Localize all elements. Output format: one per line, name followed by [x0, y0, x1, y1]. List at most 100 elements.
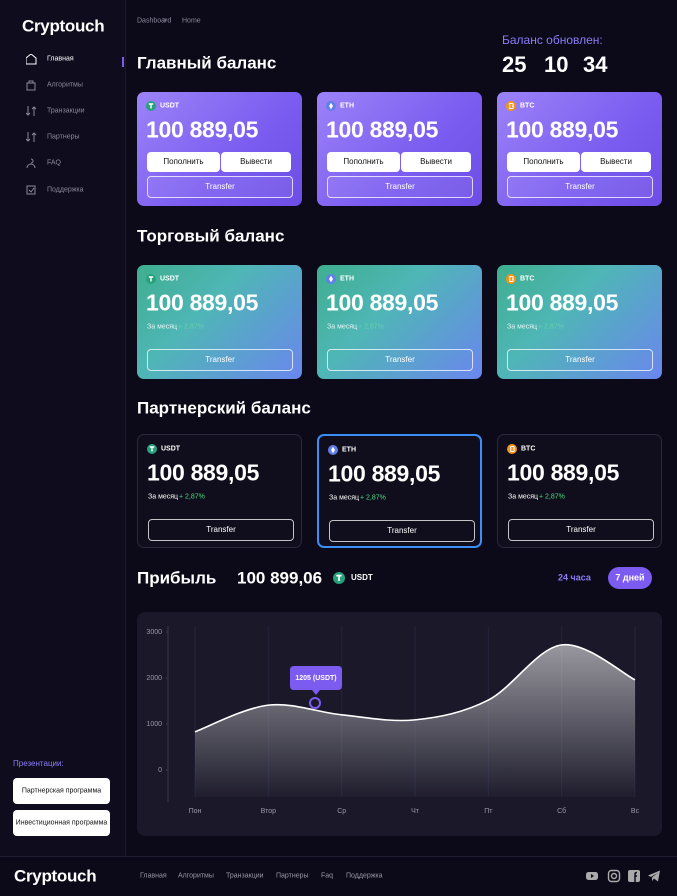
timer: 34	[583, 52, 608, 77]
timer: 10	[544, 52, 569, 77]
amount: 100 889,05	[507, 459, 620, 486]
nav-item[interactable]: Транзакции	[47, 107, 85, 115]
footer-link[interactable]: Главная	[140, 872, 167, 880]
x-tick-label: Сб	[557, 807, 566, 815]
deposit-label: Пополнить	[523, 157, 564, 166]
amount: 100 889,05	[146, 289, 259, 316]
footer-link[interactable]: Faq	[321, 872, 334, 880]
amount: 100 889,05	[328, 460, 441, 487]
range-option[interactable]: 24 часа	[558, 572, 591, 583]
transfer-button[interactable]: Transfer	[147, 349, 293, 371]
transfer-button[interactable]: Transfer	[147, 176, 293, 198]
withdraw-label: Вывести	[600, 157, 632, 166]
area-fill	[195, 644, 635, 797]
period: За месяц	[147, 323, 178, 331]
nav-item[interactable]: Поддержка	[47, 186, 84, 194]
footer-link[interactable]: Транзакции	[226, 872, 264, 880]
transfer-label: Transfer	[205, 182, 235, 191]
transfer-button[interactable]: Transfer	[507, 176, 653, 198]
nav-item[interactable]: Партнеры	[47, 133, 80, 141]
presentation-button-label: Партнерская программа	[21, 787, 102, 795]
withdraw-button[interactable]: Вывести	[221, 152, 291, 172]
transfer-label: Transfer	[387, 526, 417, 535]
x-tick-label: Ср	[337, 808, 346, 815]
social-icon[interactable]	[627, 869, 641, 883]
footer-link[interactable]: Партнеры	[276, 872, 309, 880]
breadcrumb: >	[163, 17, 168, 25]
updated-label: Баланс обновлен:	[502, 33, 603, 47]
currency: ETH	[342, 446, 356, 454]
deposit-button[interactable]: Пополнить	[507, 152, 580, 172]
range-option-active[interactable]: 7 дней	[608, 567, 652, 589]
footer-link[interactable]: Поддержка	[346, 872, 383, 880]
transfer-button[interactable]: Transfer	[148, 519, 294, 541]
deposit-button[interactable]: Пополнить	[147, 152, 220, 172]
deposit-button[interactable]: Пополнить	[327, 152, 400, 172]
transfer-label: Transfer	[565, 182, 595, 191]
withdraw-label: Вывести	[240, 157, 272, 166]
social-icon[interactable]	[585, 869, 599, 883]
change: + 2,87%	[179, 493, 205, 501]
section-title: Главный баланс	[137, 53, 277, 73]
currency: BTC	[520, 102, 535, 110]
transfer-label: Transfer	[205, 355, 235, 364]
y-tick-label: 2000	[146, 675, 162, 682]
transfer-button[interactable]: Transfer	[507, 349, 653, 371]
coin-icon	[506, 274, 516, 284]
amount: 100 889,05	[326, 289, 439, 316]
coin-icon	[333, 572, 345, 584]
presentation-button[interactable]: Партнерская программа	[13, 778, 110, 804]
withdraw-button[interactable]: Вывести	[401, 152, 471, 172]
amount: 100 889,05	[506, 289, 619, 316]
social-icon[interactable]	[647, 869, 661, 883]
range-label: 7 дней	[615, 572, 645, 583]
withdraw-button[interactable]: Вывести	[581, 152, 651, 172]
nav-icon	[26, 54, 37, 65]
profit-title: Прибыль	[137, 568, 217, 588]
period: За месяц	[329, 494, 360, 502]
coin-icon	[146, 274, 156, 284]
change: + 2,87%	[360, 494, 386, 502]
transfer-button[interactable]: Transfer	[327, 176, 473, 198]
balance-card: BTC 100 889,05 Пополнить Вывести Transfer	[497, 92, 662, 206]
balance-card: ETH 100 889,05 За месяц + 2,87% Transfer	[317, 265, 482, 379]
amount: 100 889,05	[146, 116, 259, 143]
x-tick-label: Пт	[484, 808, 493, 815]
profit-currency: USDT	[351, 573, 373, 582]
section-title: Партнерский баланс	[137, 398, 311, 418]
amount: 100 889,05	[506, 116, 619, 143]
social-icon[interactable]	[607, 869, 621, 883]
y-tick-label: 1000	[146, 721, 162, 728]
section-title: Торговый баланс	[137, 226, 285, 246]
presentations-title: Презентации:	[13, 759, 64, 768]
balance-card: BTC 100 889,05 За месяц + 2,87% Transfer	[497, 434, 662, 548]
nav-icon	[26, 185, 36, 195]
presentation-button[interactable]: Инвестиционная программа	[13, 810, 110, 836]
amount: 100 889,05	[147, 459, 260, 486]
currency: USDT	[160, 102, 180, 110]
sidebar	[0, 0, 126, 856]
transfer-button[interactable]: Transfer	[508, 519, 654, 541]
tooltip-marker	[309, 697, 321, 709]
coin-icon	[328, 445, 338, 455]
currency: BTC	[520, 275, 535, 283]
nav-item[interactable]: Алгоритмы	[47, 81, 83, 89]
coin-icon	[507, 444, 517, 454]
nav-item[interactable]: Главная	[47, 55, 74, 63]
change: + 2,87%	[178, 323, 204, 331]
logo[interactable]: Cryptouch	[22, 16, 105, 36]
withdraw-label: Вывести	[420, 157, 452, 166]
currency: ETH	[340, 102, 354, 110]
footer-link[interactable]: Алгоритмы	[178, 872, 214, 880]
active-accent	[122, 57, 124, 67]
breadcrumb[interactable]: Dashboard	[137, 17, 172, 25]
nav-icon	[26, 80, 36, 91]
nav-item[interactable]: FAQ	[47, 159, 62, 167]
transfer-button[interactable]: Transfer	[329, 520, 475, 542]
period: За месяц	[148, 493, 179, 501]
change: + 2,87%	[539, 493, 565, 501]
transfer-button[interactable]: Transfer	[327, 349, 473, 371]
logo[interactable]: Cryptouch	[14, 866, 97, 886]
